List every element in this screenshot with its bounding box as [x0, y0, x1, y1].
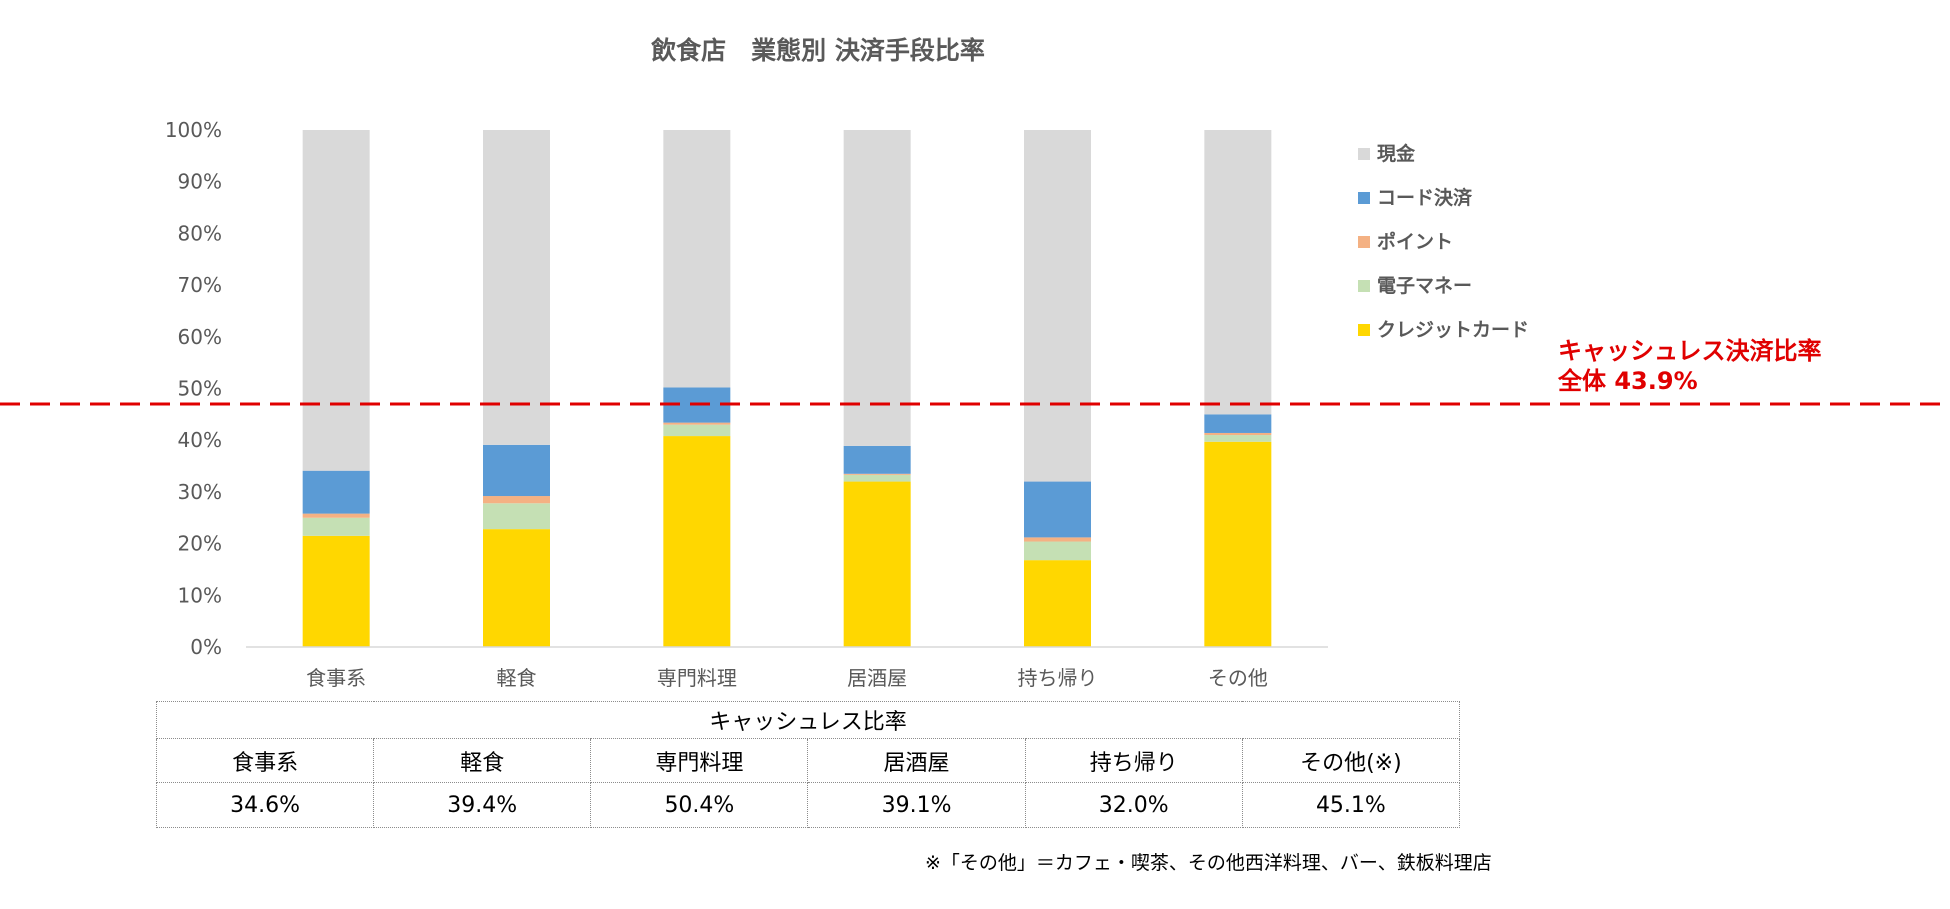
y-tick-label: 90% [178, 170, 222, 194]
bar-segment [1204, 432, 1272, 436]
legend-label: ポイント [1377, 230, 1453, 253]
bar-segment [843, 473, 911, 475]
bar-segment [1024, 560, 1091, 647]
x-tick-label: 持ち帰り [1018, 666, 1098, 690]
y-tick-label: 60% [178, 325, 222, 349]
chart-title: 飲食店 業態別 決済手段比率 [650, 36, 985, 65]
y-tick-label: 40% [178, 428, 222, 452]
bar-segment [663, 424, 731, 437]
y-tick-label: 0% [190, 635, 222, 659]
table-value-2: 39.4% [373, 782, 592, 828]
table-row: 食事系 軽食 専門料理 居酒屋 持ち帰り その他(※) [155, 738, 1461, 783]
legend-label: 現金 [1377, 142, 1416, 165]
bar-segment [1024, 481, 1091, 538]
legend-label: クレジットカード [1377, 319, 1529, 341]
reference-line-label: キャッシュレス決済比率 [1558, 337, 1822, 365]
bar-segment [483, 496, 550, 504]
table-header: キャッシュレス比率 [156, 701, 1460, 739]
table-value-5: 32.0% [1024, 782, 1243, 828]
x-tick-label: 専門料理 [657, 666, 737, 690]
bar-segment [483, 444, 550, 497]
stacked-bar-chart: 飲食店 業態別 決済手段比率 0% 10% 20% 30% 40% 50% 60% 70% 80… [0, 36, 1950, 690]
legend-label: 電子マネー [1377, 275, 1472, 297]
y-axis: 0% 10% 20% 30% 40% 50% 60% 70% 80% 90% 100% [165, 118, 222, 659]
x-tick-label: 軽食 [497, 666, 537, 690]
table-value-6: 45.1% [1241, 782, 1461, 828]
bar-segment [302, 130, 370, 471]
table-col-5: 持ち帰り [1024, 738, 1243, 783]
y-tick-label: 10% [178, 583, 222, 607]
footnote: ※「その他」＝カフェ・喫茶、その他西洋料理、バー、鉄板料理店 [925, 852, 1492, 874]
bar-segment [1204, 435, 1272, 442]
y-tick-label: 70% [178, 273, 222, 297]
table-value-4: 39.1% [807, 782, 1026, 828]
table-value-3: 50.4% [590, 782, 809, 828]
bar-segment [483, 503, 550, 530]
legend-swatch [1358, 324, 1370, 336]
table-col-3: 専門料理 [590, 738, 809, 783]
bars-area [302, 130, 1272, 647]
cashless-ratio-table: キャッシュレス比率 食事系 軽食 専門料理 居酒屋 持ち帰り その他(※) 34… [155, 701, 1461, 828]
y-tick-label: 80% [178, 221, 222, 245]
table-col-6: その他(※) [1241, 738, 1461, 783]
bar-segment [483, 130, 550, 445]
bar-segment [843, 481, 911, 647]
bar-segment [302, 535, 370, 647]
bar-segment [1024, 541, 1091, 561]
table-value-1: 34.6% [155, 782, 375, 828]
y-tick-label: 100% [165, 118, 222, 142]
legend-label: コード決済 [1377, 186, 1473, 209]
bar-segment [843, 130, 911, 446]
table-col-2: 軽食 [373, 738, 592, 783]
legend-swatch [1358, 280, 1370, 292]
bar-segment [1024, 130, 1091, 482]
x-tick-label: その他 [1208, 666, 1268, 690]
bar-segment [663, 422, 731, 425]
reference-line-value: 全体 43.9% [1557, 367, 1698, 395]
legend-swatch [1358, 192, 1370, 204]
bar-segment [1204, 414, 1272, 433]
y-tick-label: 30% [178, 480, 222, 504]
bar-segment [843, 474, 911, 482]
legend-swatch [1358, 148, 1370, 160]
bar-segment [1024, 537, 1091, 542]
table-col-1: 食事系 [155, 738, 375, 783]
y-tick-label: 20% [178, 532, 222, 556]
table-row: 34.6% 39.4% 50.4% 39.1% 32.0% 45.1% [155, 782, 1461, 828]
bar-segment [302, 470, 370, 514]
x-axis: 食事系 軽食 専門料理 居酒屋 持ち帰り その他 [306, 666, 1268, 690]
legend-swatch [1358, 236, 1370, 248]
bar-segment [663, 130, 731, 388]
bar-segment [302, 513, 370, 518]
bar-segment [1204, 130, 1272, 415]
table-col-4: 居酒屋 [807, 738, 1026, 783]
x-tick-label: 食事系 [306, 666, 366, 690]
y-tick-label: 50% [178, 377, 222, 401]
bar-segment [663, 436, 731, 647]
bar-segment [1204, 441, 1272, 647]
bar-segment [843, 445, 911, 474]
bar-segment [302, 517, 370, 536]
bar-segment [483, 529, 550, 647]
x-tick-label: 居酒屋 [847, 666, 907, 690]
